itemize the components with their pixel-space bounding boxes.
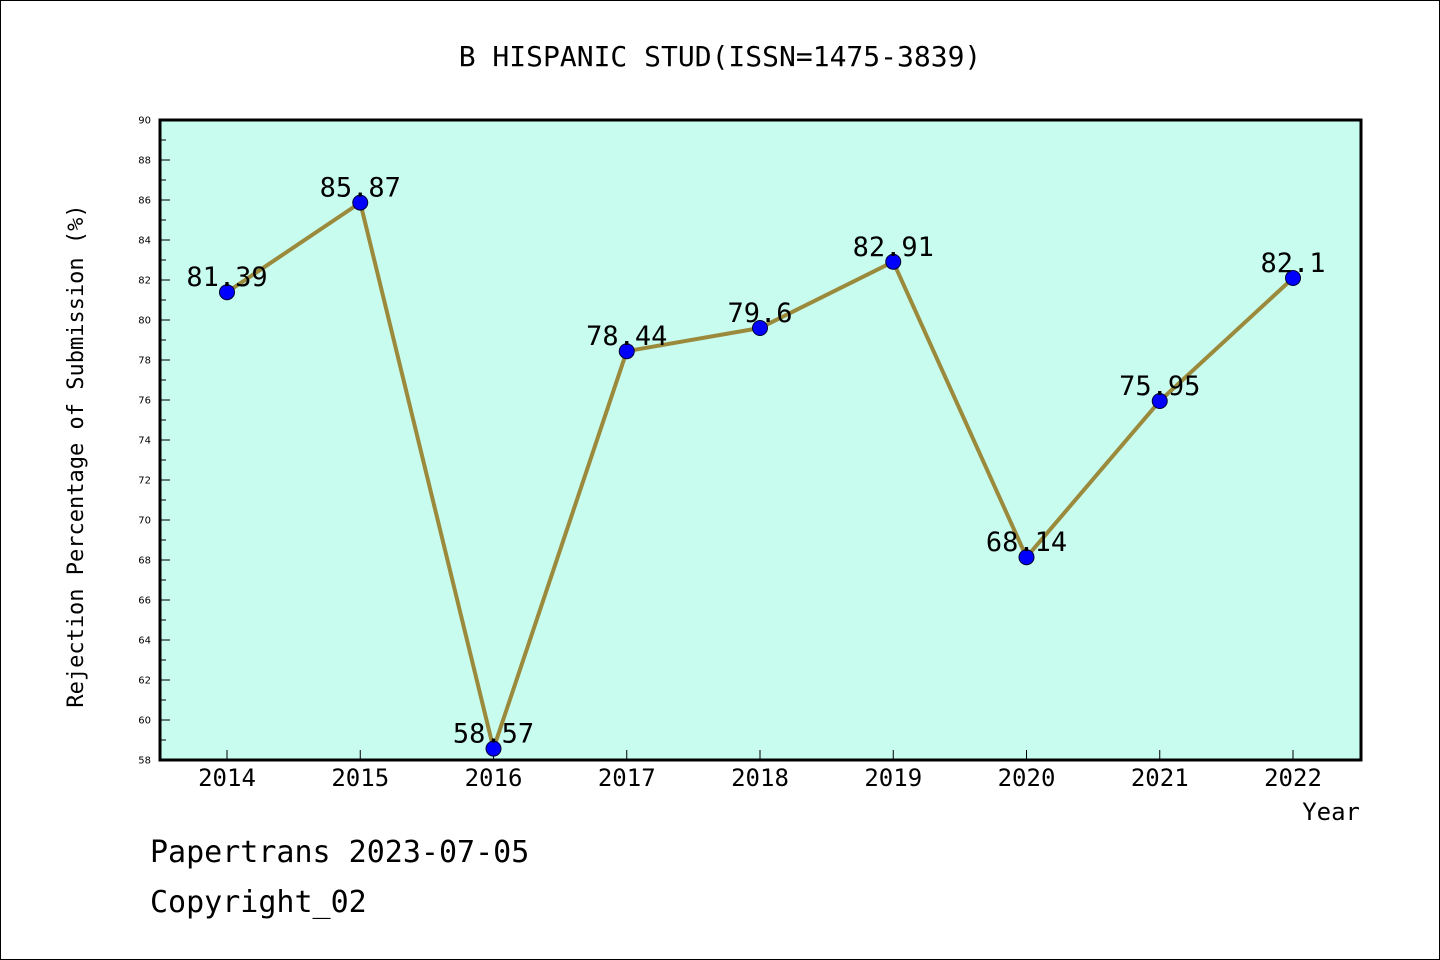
y-tick-label: 88 bbox=[138, 156, 151, 167]
y-tick-label: 78 bbox=[138, 356, 151, 367]
x-axis-ticks: 2014 2015 2016 2017 2018 2019 2020 2021 2022 bbox=[198, 750, 1322, 792]
y-tick-label: 80 bbox=[138, 316, 151, 327]
x-tick-label: 2015 bbox=[331, 764, 389, 792]
x-tick-label: 2018 bbox=[731, 764, 789, 792]
data-point-marker bbox=[752, 320, 768, 336]
x-tick-label: 2014 bbox=[198, 764, 256, 792]
y-tick-label: 82 bbox=[138, 276, 151, 287]
x-tick-label: 2021 bbox=[1131, 764, 1189, 792]
y-axis-ticks: 58 60 62 64 66 68 70 72 74 76 78 80 82 84 86 88 90 bbox=[138, 116, 170, 767]
data-label: 82.91 bbox=[853, 232, 934, 263]
y-tick-label: 74 bbox=[138, 436, 151, 447]
x-tick-label: 2022 bbox=[1264, 764, 1322, 792]
chart-title: B HISPANIC STUD(ISSN=1475-3839) bbox=[459, 40, 982, 73]
y-tick-label: 64 bbox=[138, 636, 151, 647]
data-point-marker bbox=[1151, 393, 1168, 409]
y-tick-label: 76 bbox=[138, 396, 151, 407]
y-tick-label: 90 bbox=[138, 116, 151, 127]
data-point-marker bbox=[219, 284, 235, 301]
footer-date-text: Papertrans 2023-07-05 bbox=[150, 835, 530, 870]
y-tick-label: 60 bbox=[138, 716, 151, 727]
y-tick-label: 58 bbox=[138, 756, 151, 767]
plot-area bbox=[158, 118, 1363, 762]
data-label: 58.57 bbox=[453, 719, 534, 750]
y-tick-label: 86 bbox=[138, 196, 151, 207]
y-tick-label: 72 bbox=[138, 476, 151, 487]
x-axis-label: Year bbox=[1302, 798, 1360, 826]
data-label: 82.1 bbox=[1260, 248, 1325, 279]
data-label: 68.14 bbox=[986, 527, 1067, 558]
y-axis-label: Rejection Percentage of Submission (%) bbox=[64, 204, 89, 707]
series-markers-group bbox=[219, 194, 1301, 757]
data-labels-group: 81.39 85.87 58.57 78.44 79.6 82.91 68.14 75.95 8… bbox=[186, 173, 1325, 750]
y-tick-label: 70 bbox=[138, 516, 151, 527]
data-label: 79.6 bbox=[727, 298, 792, 329]
data-point-marker bbox=[352, 194, 369, 211]
data-point-marker bbox=[618, 343, 635, 360]
x-tick-label: 2020 bbox=[998, 764, 1056, 792]
data-label: 78.44 bbox=[586, 321, 667, 352]
y-tick-label: 62 bbox=[138, 676, 151, 687]
footer-copyright-text: Copyright_02 bbox=[150, 885, 367, 920]
x-tick-label: 2019 bbox=[864, 764, 922, 792]
data-label: 75.95 bbox=[1119, 371, 1200, 402]
y-tick-label: 68 bbox=[138, 556, 151, 567]
x-tick-label: 2017 bbox=[598, 764, 656, 792]
data-point-marker bbox=[885, 253, 902, 270]
x-tick-label: 2016 bbox=[465, 764, 523, 792]
y-tick-label: 66 bbox=[138, 596, 151, 607]
data-label: 85.87 bbox=[320, 173, 401, 204]
data-point-marker bbox=[1285, 270, 1301, 286]
data-point-marker bbox=[1018, 549, 1035, 566]
data-point-marker bbox=[485, 740, 502, 757]
data-label: 81.39 bbox=[186, 262, 267, 293]
y-tick-label: 84 bbox=[138, 236, 151, 247]
